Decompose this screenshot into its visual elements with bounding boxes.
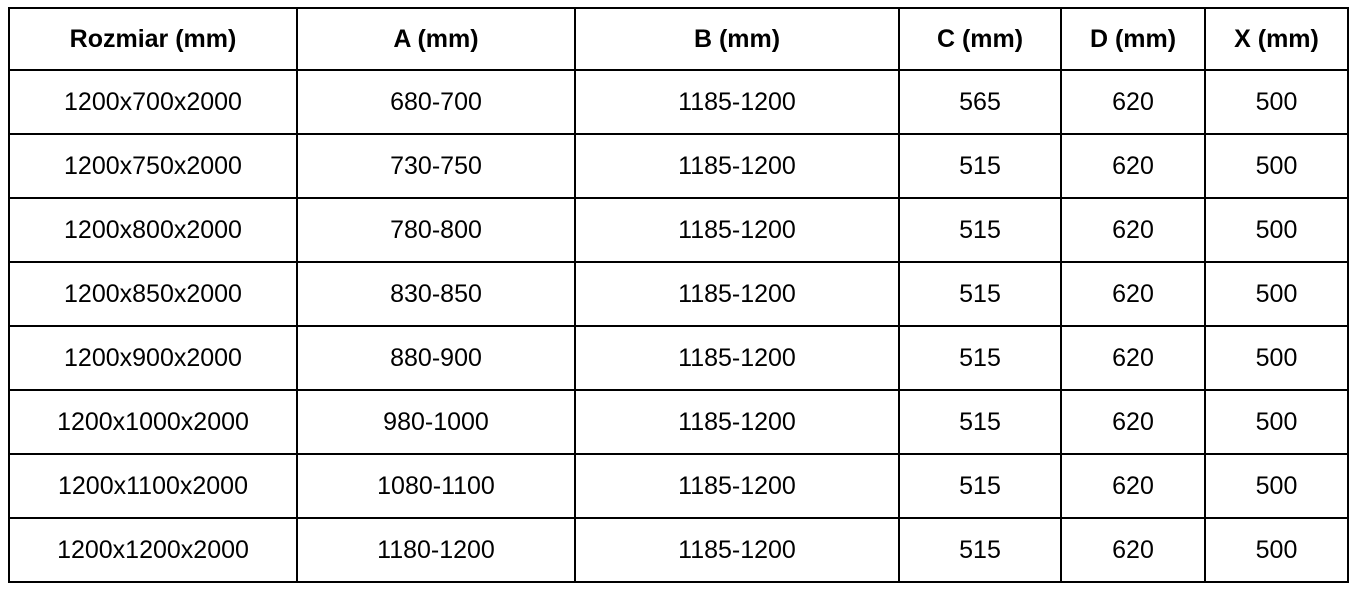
header-row: Rozmiar (mm) A (mm) B (mm) C (mm) D (mm) X (m… <box>8 7 1349 71</box>
cell-size: 1200x1100x2000 <box>8 453 298 519</box>
cell-a: 980-1000 <box>296 389 576 455</box>
cell-a: 780-800 <box>296 197 576 263</box>
cell-d: 620 <box>1060 197 1206 263</box>
cell-size: 1200x1200x2000 <box>8 517 298 583</box>
cell-x: 500 <box>1204 517 1349 583</box>
cell-size: 1200x700x2000 <box>8 69 298 135</box>
cell-x: 500 <box>1204 325 1349 391</box>
cell-size: 1200x800x2000 <box>8 197 298 263</box>
cell-c: 515 <box>898 133 1062 199</box>
cell-d: 620 <box>1060 69 1206 135</box>
cell-d: 620 <box>1060 325 1206 391</box>
header-x: X (mm) <box>1204 7 1349 71</box>
cell-d: 620 <box>1060 389 1206 455</box>
cell-d: 620 <box>1060 517 1206 583</box>
cell-c: 515 <box>898 389 1062 455</box>
header-c: C (mm) <box>898 7 1062 71</box>
cell-b: 1185-1200 <box>574 517 900 583</box>
cell-b: 1185-1200 <box>574 197 900 263</box>
header-a: A (mm) <box>296 7 576 71</box>
cell-d: 620 <box>1060 133 1206 199</box>
dimensions-table: Rozmiar (mm) A (mm) B (mm) C (mm) D (mm) X (m… <box>8 7 1349 583</box>
table-row: 1200x900x2000 880-900 1185-1200 515 620 500 <box>8 325 1349 391</box>
table-row: 1200x800x2000 780-800 1185-1200 515 620 500 <box>8 197 1349 263</box>
table-row: 1200x850x2000 830-850 1185-1200 515 620 500 <box>8 261 1349 327</box>
header-size: Rozmiar (mm) <box>8 7 298 71</box>
cell-d: 620 <box>1060 453 1206 519</box>
cell-c: 515 <box>898 517 1062 583</box>
cell-c: 565 <box>898 69 1062 135</box>
cell-b: 1185-1200 <box>574 389 900 455</box>
cell-size: 1200x1000x2000 <box>8 389 298 455</box>
cell-a: 1180-1200 <box>296 517 576 583</box>
cell-b: 1185-1200 <box>574 453 900 519</box>
cell-b: 1185-1200 <box>574 69 900 135</box>
cell-x: 500 <box>1204 133 1349 199</box>
table-row: 1200x1000x2000 980-1000 1185-1200 515 620 500 <box>8 389 1349 455</box>
table-row: 1200x700x2000 680-700 1185-1200 565 620 500 <box>8 69 1349 135</box>
cell-a: 730-750 <box>296 133 576 199</box>
cell-a: 680-700 <box>296 69 576 135</box>
cell-c: 515 <box>898 261 1062 327</box>
cell-b: 1185-1200 <box>574 133 900 199</box>
table-row: 1200x1200x2000 1180-1200 1185-1200 515 620 50… <box>8 517 1349 583</box>
cell-size: 1200x750x2000 <box>8 133 298 199</box>
cell-b: 1185-1200 <box>574 325 900 391</box>
cell-b: 1185-1200 <box>574 261 900 327</box>
cell-d: 620 <box>1060 261 1206 327</box>
table-row: 1200x1100x2000 1080-1100 1185-1200 515 620 50… <box>8 453 1349 519</box>
cell-a: 830-850 <box>296 261 576 327</box>
header-b: B (mm) <box>574 7 900 71</box>
cell-size: 1200x850x2000 <box>8 261 298 327</box>
cell-a: 1080-1100 <box>296 453 576 519</box>
cell-x: 500 <box>1204 389 1349 455</box>
cell-x: 500 <box>1204 261 1349 327</box>
cell-x: 500 <box>1204 453 1349 519</box>
cell-c: 515 <box>898 325 1062 391</box>
table-row: 1200x750x2000 730-750 1185-1200 515 620 500 <box>8 133 1349 199</box>
cell-size: 1200x900x2000 <box>8 325 298 391</box>
cell-c: 515 <box>898 197 1062 263</box>
cell-a: 880-900 <box>296 325 576 391</box>
cell-c: 515 <box>898 453 1062 519</box>
cell-x: 500 <box>1204 69 1349 135</box>
header-d: D (mm) <box>1060 7 1206 71</box>
cell-x: 500 <box>1204 197 1349 263</box>
